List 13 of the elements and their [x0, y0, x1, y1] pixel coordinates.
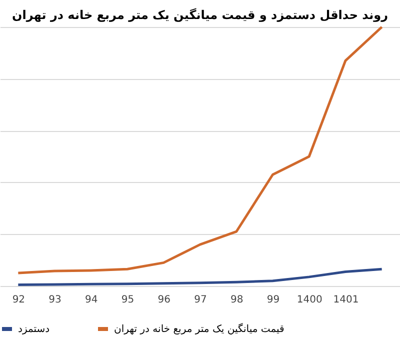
x-tick-label: 1400 [296, 294, 322, 306]
x-tick-label: 94 [85, 294, 98, 306]
x-tick-label: 97 [194, 294, 207, 306]
x-tick-label: 98 [230, 294, 244, 306]
x-tick-label: 99 [266, 294, 280, 306]
x-tick-label: 93 [48, 294, 62, 306]
x-tick-label: 95 [121, 294, 134, 306]
legend-label: دستمزد [18, 324, 50, 335]
chart-title: روند حداقل دستمزد و قیمت میانگین یک متر مربع خانه در تهران [12, 8, 388, 22]
legend-label: قیمت میانگین یک متر مربع خانه در تهران [114, 323, 285, 335]
x-tick-label: 96 [158, 294, 171, 306]
x-tick-label: 1401 [333, 294, 359, 306]
x-tick-label: 92 [12, 294, 26, 306]
